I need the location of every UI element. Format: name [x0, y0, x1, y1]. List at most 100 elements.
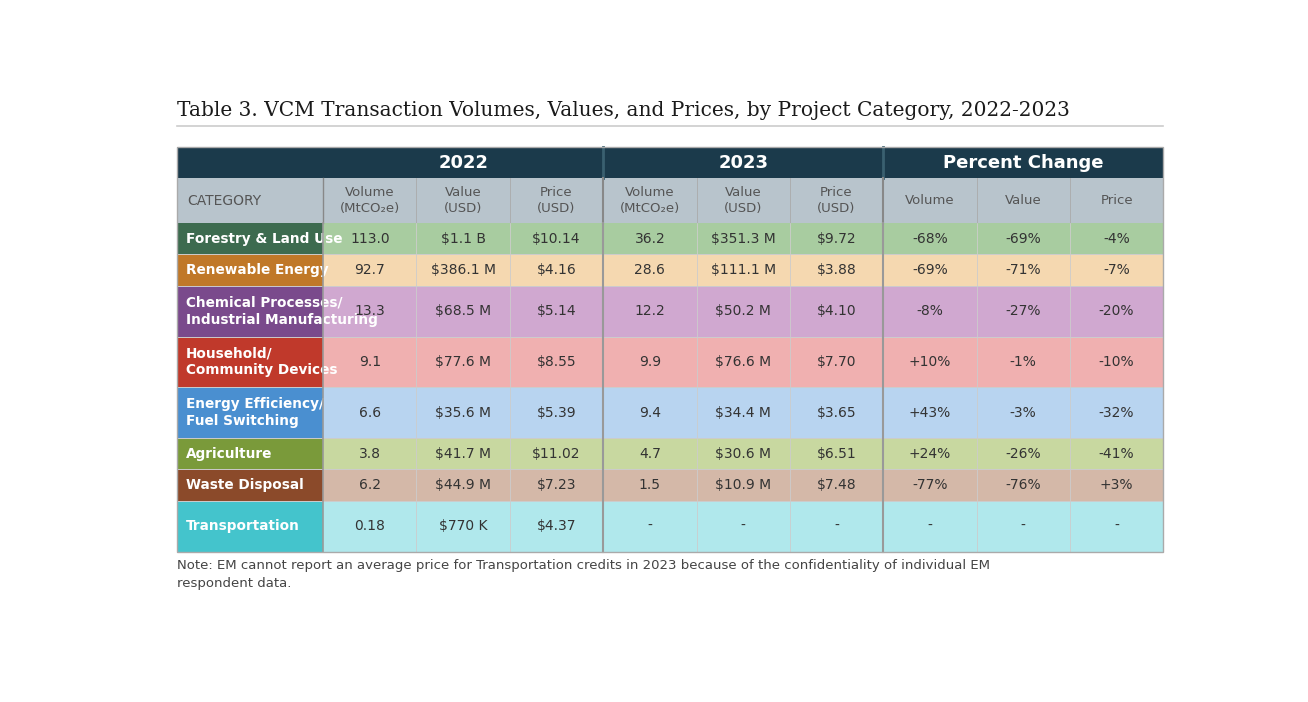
Text: $77.6 M: $77.6 M	[436, 355, 492, 369]
Text: +3%: +3%	[1100, 478, 1133, 492]
Bar	[178, 470, 323, 501]
Text: 6.2: 6.2	[358, 478, 381, 492]
Text: 13.3: 13.3	[354, 305, 385, 319]
Bar	[790, 254, 883, 286]
Text: $7.23: $7.23	[536, 478, 577, 492]
Bar	[697, 388, 790, 438]
Text: Note: EM cannot report an average price for Transportation credits in 2023 becau: Note: EM cannot report an average price …	[178, 559, 990, 590]
Text: Price: Price	[1100, 194, 1133, 207]
Bar	[790, 286, 883, 337]
Text: 9.9: 9.9	[638, 355, 661, 369]
Text: $30.6 M: $30.6 M	[715, 446, 772, 461]
Text: $68.5 M: $68.5 M	[436, 305, 492, 319]
Text: Renewable Energy: Renewable Energy	[186, 263, 328, 277]
Text: -3%: -3%	[1010, 406, 1037, 420]
Bar	[883, 223, 977, 254]
Text: $9.72: $9.72	[816, 232, 857, 246]
Text: Value: Value	[1005, 194, 1041, 207]
Text: -41%: -41%	[1099, 446, 1134, 461]
Text: $8.55: $8.55	[536, 355, 577, 369]
Text: -10%: -10%	[1099, 355, 1134, 369]
Text: $10.9 M: $10.9 M	[715, 478, 772, 492]
Text: $111.1 M: $111.1 M	[710, 263, 776, 277]
Bar	[790, 388, 883, 438]
Text: 6.6: 6.6	[358, 406, 381, 420]
Text: 1.5: 1.5	[638, 478, 661, 492]
Text: Household/
Community Devices: Household/ Community Devices	[186, 347, 337, 377]
Bar	[883, 438, 977, 470]
Bar	[510, 470, 603, 501]
Text: -8%: -8%	[917, 305, 943, 319]
Text: -26%: -26%	[1006, 446, 1041, 461]
Text: 2022: 2022	[438, 154, 488, 172]
Bar	[323, 286, 416, 337]
Bar	[1070, 470, 1163, 501]
Bar	[178, 147, 1163, 552]
Text: Agriculture: Agriculture	[186, 446, 272, 461]
Text: 9.1: 9.1	[358, 355, 381, 369]
Text: +10%: +10%	[909, 355, 951, 369]
Bar	[1070, 286, 1163, 337]
Text: $351.3 M: $351.3 M	[710, 232, 776, 246]
Bar	[323, 438, 416, 470]
Text: Price
(USD): Price (USD)	[538, 186, 576, 215]
Text: Volume: Volume	[905, 194, 955, 207]
Text: -76%: -76%	[1006, 478, 1041, 492]
Text: 3.8: 3.8	[358, 446, 381, 461]
Text: $770 K: $770 K	[439, 519, 488, 534]
Text: -27%: -27%	[1006, 305, 1041, 319]
Bar	[883, 388, 977, 438]
Bar	[603, 388, 697, 438]
Text: 4.7: 4.7	[638, 446, 661, 461]
Bar	[1070, 254, 1163, 286]
Text: $4.10: $4.10	[816, 305, 857, 319]
Text: Value
(USD): Value (USD)	[443, 186, 483, 215]
Bar	[416, 470, 510, 501]
Bar	[510, 254, 603, 286]
Text: Transportation: Transportation	[186, 519, 300, 534]
Text: Value
(USD): Value (USD)	[725, 186, 763, 215]
Bar	[510, 337, 603, 388]
Bar	[790, 438, 883, 470]
Text: -32%: -32%	[1099, 406, 1134, 420]
Bar	[603, 286, 697, 337]
Bar	[697, 438, 790, 470]
Text: 28.6: 28.6	[634, 263, 666, 277]
Bar	[977, 223, 1070, 254]
Bar	[416, 337, 510, 388]
Text: $386.1 M: $386.1 M	[430, 263, 496, 277]
Bar	[416, 254, 510, 286]
Bar	[883, 470, 977, 501]
Bar	[603, 223, 697, 254]
Text: CATEGORY: CATEGORY	[187, 194, 260, 208]
Text: $76.6 M: $76.6 M	[715, 355, 772, 369]
Bar	[178, 501, 323, 552]
Text: -4%: -4%	[1103, 232, 1130, 246]
Text: Table 3. VCM Transaction Volumes, Values, and Prices, by Project Category, 2022-: Table 3. VCM Transaction Volumes, Values…	[178, 101, 1070, 120]
Text: Chemical Processes/
Industrial Manufacturing: Chemical Processes/ Industrial Manufactu…	[186, 296, 378, 326]
Bar	[603, 337, 697, 388]
Bar	[178, 388, 323, 438]
Bar	[323, 470, 416, 501]
Bar	[603, 470, 697, 501]
Text: +24%: +24%	[909, 446, 951, 461]
Bar	[323, 254, 416, 286]
Bar	[510, 286, 603, 337]
Text: $4.37: $4.37	[536, 519, 577, 534]
Bar	[178, 337, 323, 388]
Bar	[697, 254, 790, 286]
Text: Price
(USD): Price (USD)	[818, 186, 855, 215]
Bar	[883, 286, 977, 337]
Text: $10.14: $10.14	[532, 232, 581, 246]
Bar	[883, 254, 977, 286]
Bar	[416, 388, 510, 438]
Text: -77%: -77%	[912, 478, 947, 492]
Text: $50.2 M: $50.2 M	[715, 305, 772, 319]
Bar	[510, 388, 603, 438]
Bar	[178, 223, 323, 254]
Bar	[323, 337, 416, 388]
Text: -: -	[1114, 519, 1120, 534]
Text: -1%: -1%	[1010, 355, 1037, 369]
Text: $44.9 M: $44.9 M	[436, 478, 492, 492]
Bar	[178, 438, 323, 470]
